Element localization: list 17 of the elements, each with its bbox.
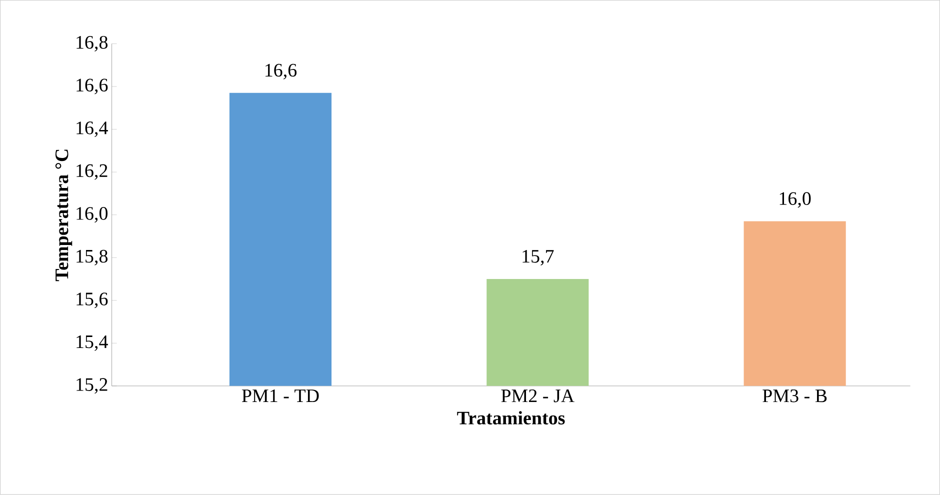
y-tick-label: 15,4 (76, 336, 108, 352)
y-axis-title: Temperatura °C (55, 150, 72, 282)
y-tick-label: 15,6 (76, 292, 108, 308)
x-tick-label: PM2 - JA (501, 390, 574, 402)
x-tick-label: PM1 - TD (242, 390, 319, 402)
y-tick-label: 16,6 (76, 78, 108, 94)
y-tick-label: 15,2 (76, 378, 108, 394)
data-label: 16,6 (266, 64, 297, 80)
y-tick-label: 15,8 (76, 250, 108, 266)
x-axis-title: Tratamientos (457, 411, 565, 425)
y-tick-label: 16,0 (76, 207, 108, 223)
data-label: 15,7 (522, 250, 554, 266)
data-label: 16,0 (780, 192, 811, 208)
y-tick-label: 16,8 (76, 36, 108, 52)
y-tick-label: 16,4 (76, 122, 108, 138)
y-tick-label: 16,2 (76, 164, 108, 180)
x-tick-label: PM3 - B (762, 390, 827, 402)
